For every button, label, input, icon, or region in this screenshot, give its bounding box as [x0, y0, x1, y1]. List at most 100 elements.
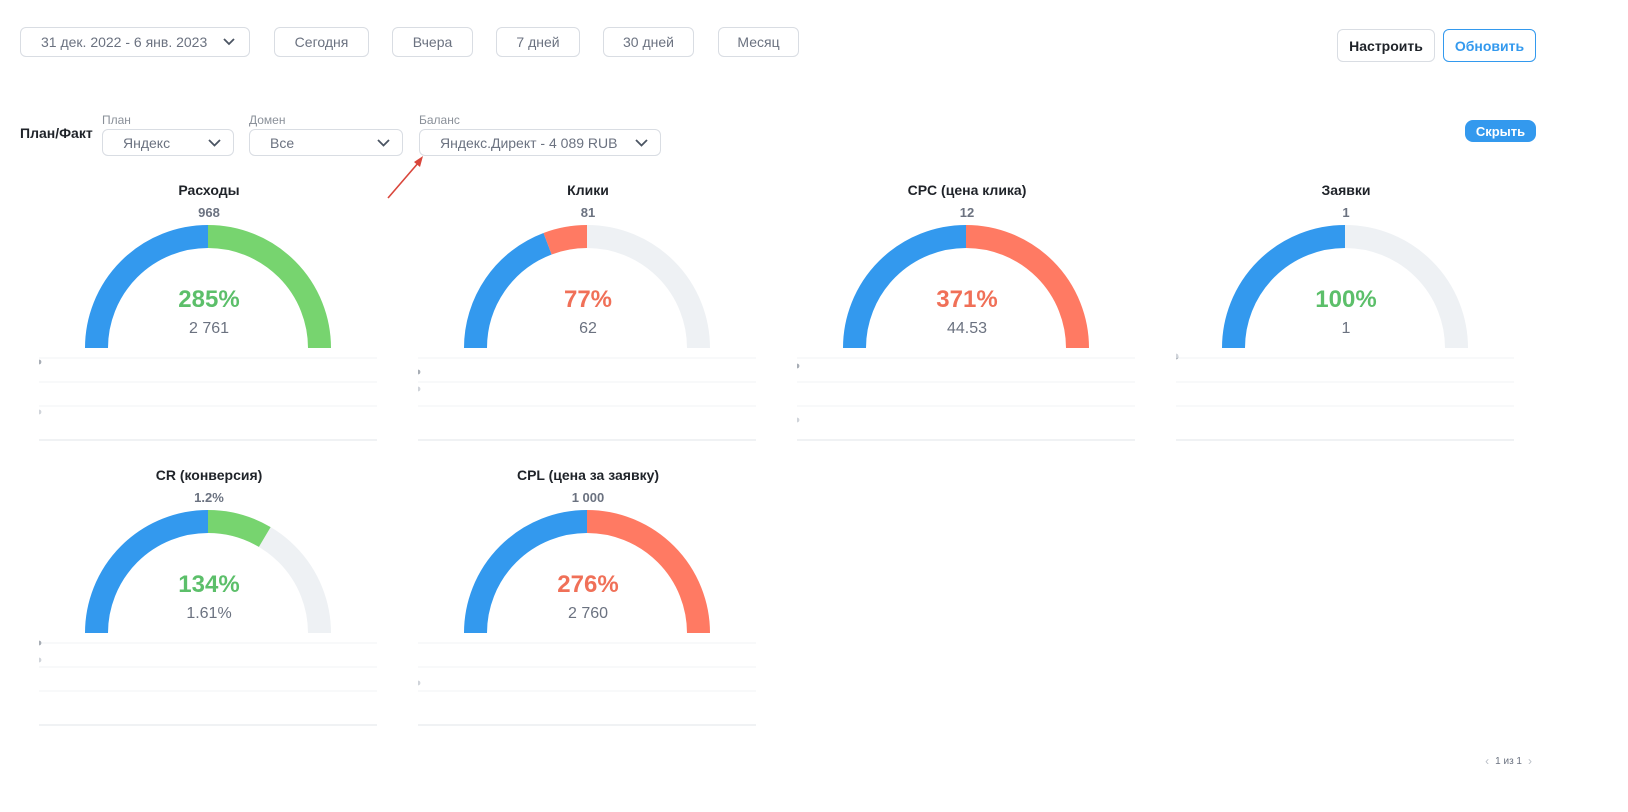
hide-button[interactable]: Скрыть [1465, 120, 1536, 142]
chevron-down-icon [223, 38, 235, 46]
gauge-plan-value: 1.2% [194, 490, 224, 505]
gauge-percent: 77% [563, 286, 613, 313]
refresh-button[interactable]: Обновить [1443, 29, 1536, 62]
pagination: ‹ 1 из 1 › [1485, 754, 1532, 768]
mini-chart-point [418, 369, 421, 375]
mini-chart [418, 642, 756, 726]
date-range-select[interactable]: 31 дек. 2022 - 6 янв. 2023 [20, 27, 250, 57]
preset-today-button[interactable]: Сегодня [274, 27, 369, 57]
gauge-plan-arc [464, 510, 588, 634]
gauge-excess-arc [586, 510, 710, 634]
gauge-percent: 134% [178, 571, 240, 598]
gauge-card: Заявки 1 100% 1 [1156, 182, 1536, 452]
gauge-percent: 276% [557, 571, 619, 598]
gauge-chart [843, 225, 1089, 349]
configure-button[interactable]: Настроить [1337, 29, 1435, 62]
mini-chart-point [797, 363, 800, 369]
balance-label: Баланс [419, 113, 460, 127]
configure-label: Настроить [1349, 37, 1423, 54]
gauge-fact-value: 44.53 [946, 320, 988, 337]
gauge-percent: 100% [1315, 286, 1377, 313]
mini-chart-point [39, 409, 42, 415]
section-title: План/Факт [20, 125, 93, 141]
gauge-excess-arc [207, 510, 271, 548]
gauge-fact-value: 1.61% [186, 605, 232, 622]
gauge-fact-arc [464, 232, 552, 349]
preset-yesterday-button[interactable]: Вчера [392, 27, 473, 57]
gauge-track-arc [1344, 225, 1468, 349]
chevron-left-icon[interactable]: ‹ [1485, 754, 1490, 768]
gauge-chart [464, 225, 710, 349]
gauge-excess-arc [965, 225, 1089, 349]
plan-label: План [102, 113, 131, 127]
mini-chart-point [797, 417, 800, 423]
gauge-fact-value: 2 760 [567, 605, 609, 622]
domain-value: Все [270, 134, 295, 151]
gauge-card: Клики 81 77% 62 [398, 182, 778, 452]
chevron-down-icon [377, 138, 390, 147]
gauge-chart [1222, 225, 1468, 349]
mini-chart [418, 357, 756, 441]
preset-today-label: Сегодня [294, 34, 349, 50]
gauge-title: Заявки [1321, 182, 1371, 198]
pager-text: 1 из 1 [1495, 755, 1522, 767]
domain-label: Домен [249, 113, 286, 127]
preset-30-days-label: 30 дней [623, 34, 674, 50]
mini-chart-point [39, 640, 42, 646]
gauge-plan-arc [85, 225, 209, 349]
mini-chart [39, 357, 377, 441]
gauge-title: CR (конверсия) [155, 467, 263, 483]
mini-chart [1176, 353, 1514, 441]
gauge-plan-value: 1 000 [571, 490, 605, 505]
gauge-chart [464, 510, 710, 634]
plan-value: Яндекс [123, 134, 171, 151]
gauge-plan-value: 81 [580, 205, 596, 220]
preset-30-days-button[interactable]: 30 дней [603, 27, 694, 57]
mini-chart-point [418, 680, 421, 686]
mini-chart-point [39, 359, 42, 365]
mini-chart [797, 357, 1135, 441]
preset-yesterday-label: Вчера [412, 34, 453, 50]
gauge-title: CPC (цена клика) [907, 182, 1027, 198]
balance-value: Яндекс.Директ - 4 089 RUB [440, 134, 618, 151]
gauge-fact-value: 62 [579, 320, 597, 337]
gauge-plan-arc [85, 510, 209, 634]
preset-month-label: Месяц [737, 34, 780, 50]
gauge-plan-value: 968 [198, 205, 220, 220]
hide-label: Скрыть [1475, 123, 1526, 139]
gauge-chart [85, 225, 331, 349]
gauge-title: Расходы [178, 182, 240, 198]
annotation-arrow-icon [387, 156, 423, 199]
gauge-card: CR (конверсия) 1.2% 134% 1.61% [19, 467, 399, 737]
chevron-right-icon[interactable]: › [1528, 754, 1532, 768]
gauge-chart [85, 510, 331, 634]
gauge-fact-value: 2 761 [188, 320, 230, 337]
gauge-card: CPL (цена за заявку) 1 000 276% 2 760 [398, 467, 778, 737]
gauge-percent: 371% [936, 286, 998, 313]
domain-select[interactable]: Все [249, 129, 403, 156]
balance-select[interactable]: Яндекс.Директ - 4 089 RUB [419, 129, 661, 156]
mini-chart-point [39, 657, 42, 663]
date-range-value: 31 дек. 2022 - 6 янв. 2023 [41, 34, 208, 50]
mini-chart-point [1176, 353, 1179, 359]
refresh-label: Обновить [1454, 37, 1525, 54]
gauge-excess-arc [207, 225, 331, 349]
gauge-plan-arc [843, 225, 967, 349]
gauge-card: Расходы 968 285% 2 761 [19, 182, 399, 452]
mini-chart [39, 640, 377, 726]
preset-7-days-label: 7 дней [516, 34, 560, 50]
gauge-title: Клики [567, 182, 609, 198]
gauge-plan-value: 12 [959, 205, 975, 220]
chevron-down-icon [635, 138, 648, 147]
gauge-plan-arc [1222, 225, 1346, 349]
gauge-shortfall-arc [543, 225, 588, 255]
preset-7-days-button[interactable]: 7 дней [496, 27, 580, 57]
gauge-title: CPL (цена за заявку) [516, 467, 660, 483]
gauge-fact-value: 1 [1341, 320, 1351, 337]
mini-chart-point [418, 386, 421, 392]
chevron-down-icon [208, 138, 221, 147]
gauge-plan-value: 1 [1342, 205, 1350, 220]
gauge-percent: 285% [178, 286, 240, 313]
plan-select[interactable]: Яндекс [102, 129, 234, 156]
preset-month-button[interactable]: Месяц [718, 27, 799, 57]
